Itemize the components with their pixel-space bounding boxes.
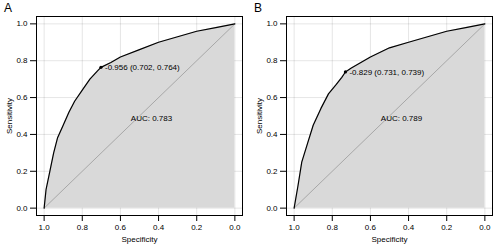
svg-text:Sensitivity: Sensitivity [255, 98, 264, 134]
svg-text:Specificity: Specificity [121, 235, 157, 244]
svg-text:0.6: 0.6 [365, 223, 377, 232]
svg-text:-0.956 (0.702, 0.764): -0.956 (0.702, 0.764) [105, 63, 180, 72]
svg-text:Specificity: Specificity [371, 235, 407, 244]
svg-text:0.2: 0.2 [266, 167, 278, 176]
svg-text:Sensitivity: Sensitivity [5, 98, 14, 134]
svg-text:-0.829 (0.731, 0.739): -0.829 (0.731, 0.739) [349, 68, 424, 77]
svg-text:1.0: 1.0 [39, 223, 51, 232]
svg-text:0.8: 0.8 [327, 223, 339, 232]
svg-text:0.4: 0.4 [266, 130, 278, 139]
svg-text:0.0: 0.0 [479, 223, 491, 232]
svg-text:0.0: 0.0 [229, 223, 241, 232]
svg-text:0.0: 0.0 [266, 204, 278, 213]
html-text:B: B [254, 1, 262, 15]
svg-text:1.0: 1.0 [289, 223, 301, 232]
svg-text:0.8: 0.8 [16, 56, 28, 65]
svg-text:AUC: 0.789: AUC: 0.789 [381, 114, 423, 123]
html-text:A: A [4, 1, 12, 15]
svg-text:0.6: 0.6 [115, 223, 127, 232]
svg-text:1.0: 1.0 [266, 19, 278, 28]
svg-text:0.6: 0.6 [266, 93, 278, 102]
svg-text:0.4: 0.4 [153, 223, 165, 232]
svg-text:0.8: 0.8 [77, 223, 89, 232]
svg-text:1.0: 1.0 [16, 19, 28, 28]
svg-text:0.4: 0.4 [16, 130, 28, 139]
svg-text:0.6: 0.6 [16, 93, 28, 102]
svg-text:0.4: 0.4 [403, 223, 415, 232]
svg-text:0.0: 0.0 [16, 204, 28, 213]
svg-text:0.2: 0.2 [191, 223, 203, 232]
svg-text:0.2: 0.2 [16, 167, 28, 176]
svg-text:0.2: 0.2 [441, 223, 453, 232]
svg-text:AUC: 0.783: AUC: 0.783 [131, 114, 173, 123]
svg-text:0.8: 0.8 [266, 56, 278, 65]
